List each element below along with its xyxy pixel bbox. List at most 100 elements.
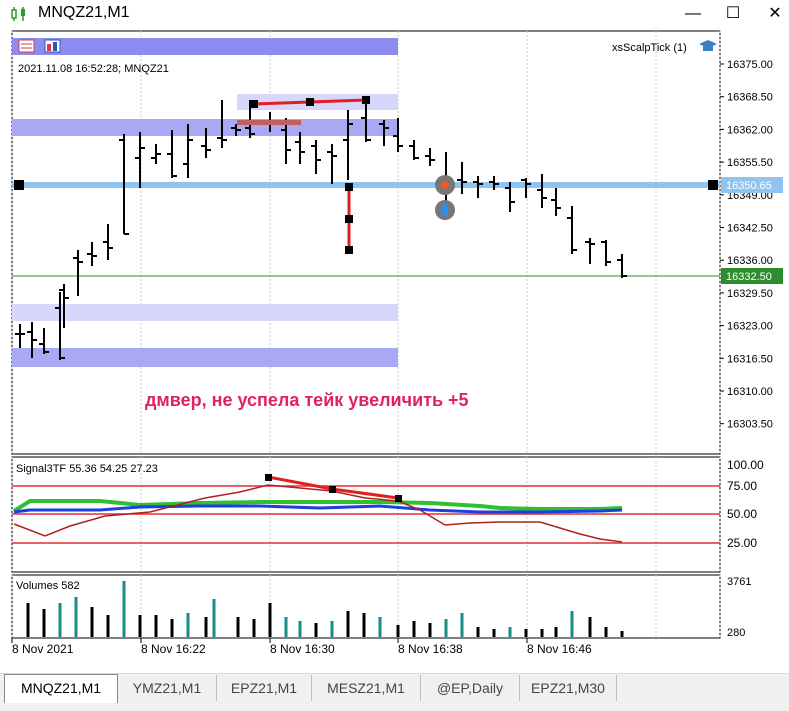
indicator-level-label: 75.00 (727, 479, 757, 493)
tab-ymz21-m1[interactable]: YMZ21,M1 (118, 675, 217, 701)
volume-bar (588, 617, 592, 637)
volume-bar (90, 607, 94, 637)
tab-epz21-m1[interactable]: EPZ21,M1 (217, 675, 312, 701)
price-bar (537, 174, 547, 208)
price-bar (393, 118, 403, 152)
close-button[interactable]: ✕ (768, 5, 782, 22)
price-bar (87, 242, 97, 266)
tab-epz21-m30[interactable]: EPZ21,M30 (520, 675, 617, 701)
hline-handle-right[interactable] (708, 180, 718, 190)
volume-bar (284, 617, 288, 637)
price-bar (217, 100, 227, 148)
time-axis: 8 Nov 2021 8 Nov 16:22 8 Nov 16:30 8 Nov 16… (11, 638, 592, 656)
volume-bar (42, 609, 46, 637)
price-tick-label: 16303.50 (727, 419, 773, 431)
price-tick-label: 16316.50 (727, 353, 773, 365)
price-bar (617, 254, 627, 278)
volume-bar (154, 615, 158, 637)
trend-point[interactable] (345, 246, 353, 254)
volume-bar (186, 613, 190, 637)
price-bar (489, 176, 499, 190)
price-bar (409, 140, 419, 160)
price-bar (473, 176, 483, 198)
volume-bar (138, 615, 142, 637)
chart-app-icon (11, 7, 25, 21)
volume-bar (212, 599, 216, 637)
price-bar (505, 182, 515, 212)
price-bar (27, 322, 37, 358)
signal-blue-line (13, 504, 623, 514)
price-axis: 16375.0016368.5016362.0016355.5016349.00… (720, 59, 773, 431)
order-icons[interactable] (435, 175, 455, 220)
zone-upper (12, 119, 398, 136)
volumes-scale-max: 3761 (727, 576, 751, 588)
volume-bar (476, 627, 480, 637)
tab-mesz21-m1[interactable]: MESZ21,M1 (312, 675, 421, 701)
trend-point[interactable] (250, 100, 258, 108)
price-bar (103, 224, 113, 260)
price-bar (379, 120, 389, 146)
trend-point[interactable] (345, 183, 353, 191)
indicator-level-label: 100.00 (727, 458, 764, 472)
volume-bar (268, 603, 272, 637)
minimize-button[interactable]: — (685, 5, 701, 22)
title-bar: MNQZ21,M1 — ☐ ✕ (0, 0, 789, 28)
volume-bar (330, 621, 334, 637)
trend-point[interactable] (306, 98, 314, 106)
tab-mnqz21-m1[interactable]: MNQZ21,M1 (4, 674, 118, 703)
price-tick-label: 16355.50 (727, 157, 773, 169)
zone-lower-light (12, 304, 398, 321)
chart-grid (11, 31, 721, 454)
trend-lines[interactable] (237, 96, 370, 254)
price-bar (457, 162, 467, 194)
volume-bar (58, 603, 62, 637)
price-zones (12, 38, 398, 367)
price-bars (15, 96, 627, 360)
price-tick-label: 16375.00 (727, 59, 773, 71)
trend-point[interactable] (329, 486, 336, 493)
graduation-cap-icon (699, 40, 717, 51)
ea-label: xsScalpTick (1) (612, 42, 687, 54)
volume-bar (524, 629, 528, 637)
price-bar (521, 178, 531, 198)
tab-ep-daily[interactable]: @EP,Daily (421, 675, 520, 701)
price-bar (551, 188, 561, 216)
price-bar (311, 140, 321, 174)
hline-handle-left[interactable] (14, 180, 24, 190)
chart-toolbar[interactable] (18, 39, 61, 53)
zone-bottom (12, 348, 398, 367)
price-bar (39, 328, 49, 354)
price-bar (167, 130, 177, 178)
price-bar (135, 132, 145, 188)
price-bar (425, 148, 435, 166)
volume-bar (378, 617, 382, 637)
signal-green-line (12, 499, 623, 513)
trade-marker (237, 120, 301, 125)
volume-bar (298, 621, 302, 637)
trend-point[interactable] (265, 474, 272, 481)
hline-price-label: 16350.65 (726, 180, 772, 192)
volume-bar (620, 631, 624, 637)
price-tick-label: 16329.50 (727, 288, 773, 300)
price-bar (567, 206, 577, 254)
price-bar (15, 324, 25, 348)
price-bar (201, 128, 211, 158)
trend-point[interactable] (362, 96, 370, 104)
volumes-scale-min: 280 (727, 627, 745, 639)
time-tick-label: 8 Nov 16:46 (527, 642, 592, 656)
maximize-button[interactable]: ☐ (725, 5, 741, 22)
trend-point[interactable] (395, 495, 402, 502)
volume-bar (26, 603, 30, 637)
time-tick-label: 8 Nov 16:38 (398, 642, 463, 656)
price-bar (151, 144, 161, 164)
price-bar (281, 118, 291, 164)
volumes-window (11, 574, 721, 639)
volume-bar (428, 623, 432, 637)
trend-point[interactable] (345, 215, 353, 223)
volume-bar (314, 623, 318, 637)
chart-area[interactable]: 2021.11.08 16:52:28; MNQZ21 xsScalpTick … (0, 28, 789, 673)
price-tick-label: 16362.00 (727, 124, 773, 136)
trade-panel-icon[interactable] (18, 39, 35, 53)
volume-bars (26, 581, 624, 637)
price-bar (327, 144, 337, 184)
